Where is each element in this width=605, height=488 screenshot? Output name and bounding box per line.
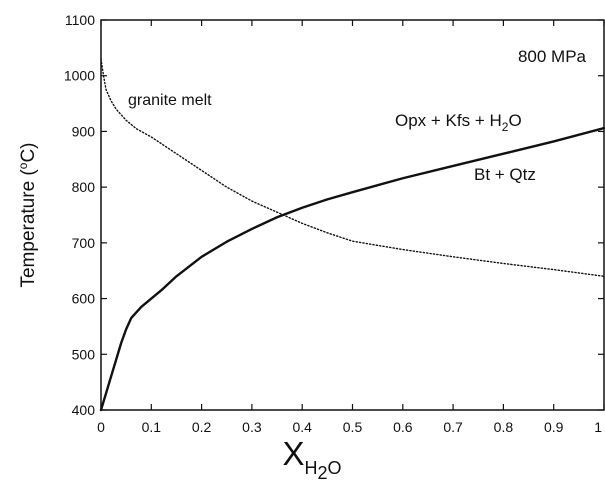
reaction-curve-solid: [99, 126, 605, 412]
x-axis-label-main: X: [282, 435, 304, 472]
y-axis-label: Temperature (oC): [16, 142, 39, 287]
x-tick-label: 0.2: [192, 419, 212, 435]
x-tick-label: 0.3: [242, 419, 262, 435]
upper-field-text: Opx + Kfs + H: [395, 111, 502, 130]
x-axis-label-sub: H: [304, 458, 317, 478]
x-tick-label: 0: [97, 419, 105, 435]
y-axis-label-unit: C): [18, 142, 39, 162]
y-tick-label: 600: [72, 291, 96, 307]
upper-field-text-end: O: [508, 111, 521, 130]
x-axis-label-sub3: O: [328, 458, 342, 478]
y-tick-label: 1000: [64, 68, 95, 84]
y-tick-label: 800: [72, 179, 96, 195]
lower-field-annotation: Bt + Qtz: [474, 165, 536, 184]
upper-field-subscript: 2: [502, 120, 509, 134]
x-axis-label-sub2: 2: [317, 463, 327, 483]
x-tick-label: 0.1: [142, 419, 162, 435]
axis-labels: Temperature (oC) XH2O: [16, 142, 342, 483]
x-tick-label: 0.9: [544, 419, 564, 435]
plot-area: [100, 19, 605, 411]
plot-frame: [100, 19, 605, 411]
y-axis-label-degree: o: [16, 162, 30, 169]
x-tick-label: 1: [594, 419, 602, 435]
melt-annotation: granite melt: [128, 92, 212, 109]
x-tick-label: 0.7: [443, 419, 463, 435]
upper-field-annotation: Opx + Kfs + H2O: [395, 111, 522, 134]
annotations: 800 MPa granite melt Opx + Kfs + H2O Bt + Q…: [128, 47, 587, 184]
y-tick-label: 700: [72, 235, 96, 251]
series-group: [99, 58, 605, 412]
y-tick-label: 400: [72, 402, 96, 418]
y-tick-label: 500: [72, 346, 96, 362]
y-axis-label-text: Temperature (: [18, 169, 39, 288]
y-tick-label: 900: [72, 123, 96, 139]
pressure-annotation: 800 MPa: [518, 47, 587, 66]
melt-curve-dotted: [100, 58, 605, 277]
x-tick-label: 0.6: [393, 419, 413, 435]
x-tick-label: 0.4: [292, 419, 312, 435]
y-tick-label: 1100: [65, 12, 95, 28]
x-axis-label: XH2O: [282, 435, 341, 483]
x-tick-label: 0.8: [494, 419, 514, 435]
axis-ticks: 0 0.1 0.2 0.3 0.4 0.5 0.6 0.7 0.8 0.9 1 400 500 600 70…: [64, 12, 605, 435]
x-tick-label: 0.5: [343, 419, 363, 435]
